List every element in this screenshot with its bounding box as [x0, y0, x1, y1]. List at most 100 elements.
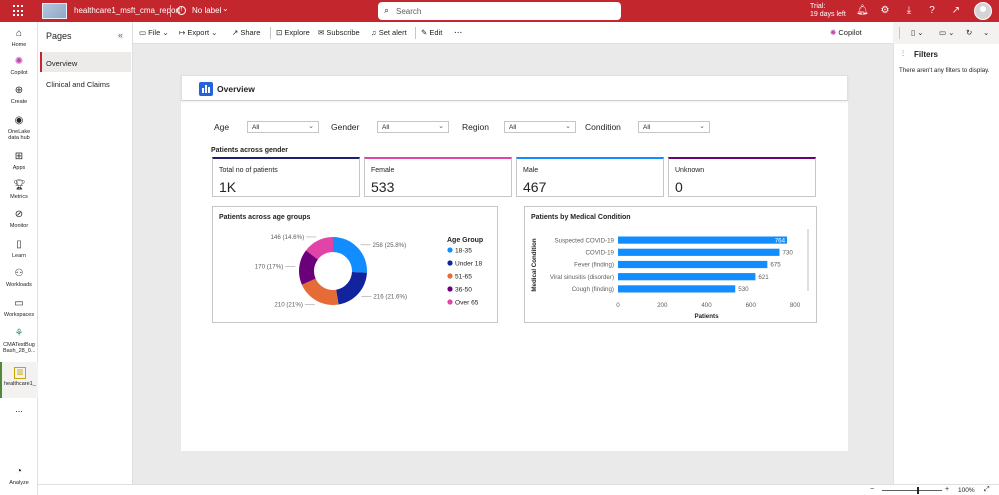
donut-slice-18-35[interactable] [333, 237, 367, 273]
bar[interactable] [618, 248, 780, 256]
scrollbar[interactable] [807, 229, 809, 291]
copilot-icon: ✺ [14, 56, 24, 67]
page-tab-overview[interactable]: Overview [40, 52, 131, 72]
bar[interactable] [618, 260, 768, 269]
metrics-icon: 🏆︎ [13, 180, 26, 191]
rail-analyze[interactable]: ◔ Analyze [0, 466, 38, 486]
rail-create[interactable]: ⊕ Create [0, 85, 38, 105]
command-bar: ▭ File ⌄ ↦ Export ⌄ ↗ Share ⊡ Explore ✉ … [133, 22, 989, 44]
chevron-down-icon: ⌄ [565, 123, 571, 130]
condition-dropdown[interactable]: All ⌄ [638, 121, 710, 133]
rail-onelake[interactable]: ◉ OneLake data hub [0, 115, 38, 141]
filter-icon[interactable]: ⫶ [902, 49, 904, 58]
explore-button[interactable]: ⊡ Explore [276, 28, 310, 37]
bar[interactable] [618, 285, 736, 293]
overview-header: Overview [181, 75, 848, 101]
gender-dropdown[interactable]: All ⌄ [377, 121, 449, 133]
chevron-down-icon: ⌄ [438, 123, 444, 130]
rail-more[interactable]: ... [15, 404, 23, 414]
donut-slice-under-18[interactable] [336, 271, 367, 305]
refresh-icon[interactable]: ↻ [966, 28, 973, 37]
rail-workspaces[interactable]: ▭ Workspaces [0, 298, 38, 318]
zoom-out-button[interactable]: − [870, 486, 875, 493]
donut-slice-over-65[interactable] [306, 237, 333, 260]
report-name[interactable]: healthcare1_msft_cma_report [74, 6, 181, 15]
zoom-in-button[interactable]: + [945, 486, 950, 493]
subscribe-button[interactable]: ✉ Subscribe [318, 28, 360, 37]
age-dropdown[interactable]: All ⌄ [247, 121, 319, 133]
region-dropdown[interactable]: All ⌄ [504, 121, 576, 133]
export-menu[interactable]: ↦ Export ⌄ [179, 28, 218, 37]
kpi-card-unknown[interactable]: Unknown 0 [668, 157, 816, 197]
share-feedback-icon[interactable]: ↗ [951, 5, 961, 16]
slicer-label-condition: Condition [585, 122, 621, 132]
donut-slice-36-50[interactable] [299, 250, 318, 285]
rail-home[interactable]: ⌂ Home [0, 28, 38, 48]
rail-apps[interactable]: ⊞ Apps [0, 151, 38, 171]
card-title: Unknown [675, 167, 705, 174]
donut-slice-51-65[interactable] [301, 278, 339, 305]
rail-report-current[interactable]: ▥ healthcare1_msft_cma_... [0, 362, 38, 398]
kpi-card-total[interactable]: Total no of patients 1K [212, 157, 360, 197]
fit-page-icon[interactable]: ⤢ [984, 486, 990, 493]
page-tab-clinical[interactable]: Clinical and Claims [46, 80, 110, 89]
download-icon[interactable]: ⤓ [906, 5, 912, 16]
card-value: 0 [675, 179, 683, 195]
rail-monitor[interactable]: ⊘ Monitor [0, 209, 38, 229]
rail-metrics[interactable]: 🏆︎ Metrics [0, 180, 38, 200]
rail-label: Create [10, 99, 28, 105]
slicer-label-gender: Gender [331, 122, 360, 132]
dropdown-value: All [252, 124, 260, 131]
rail-workspace-cma[interactable]: ⚘ CMATestBug Bash_28_0... [0, 328, 38, 354]
bar[interactable] [618, 236, 788, 244]
rail-copilot[interactable]: ✺ Copilot [0, 56, 38, 76]
bookmark-icon[interactable]: ▯ ⌄ [911, 28, 924, 37]
rail-learn[interactable]: ▯ Learn [0, 239, 38, 259]
legend-item[interactable]: 18-35 [455, 247, 472, 254]
trial-status[interactable]: Trial: 19 days left [810, 3, 846, 19]
edit-button[interactable]: ✎ Edit [421, 28, 443, 37]
zoom-slider[interactable] [882, 490, 942, 491]
set-alert-button[interactable]: ♫ Set alert [371, 28, 407, 37]
gear-icon[interactable]: ⚙ [880, 5, 890, 16]
bell-icon[interactable]: 🔔︎ [856, 5, 869, 16]
avatar[interactable] [974, 2, 992, 20]
zoom-slider-handle[interactable] [917, 487, 919, 494]
copilot-button[interactable]: ✺ Copilot [830, 28, 862, 37]
bar-value-label: 621 [758, 274, 769, 281]
category-label: Cough (finding) [572, 286, 614, 293]
chevron-down-icon[interactable]: ⌄ [983, 28, 990, 37]
bar[interactable] [618, 273, 756, 281]
legend-marker [447, 286, 453, 292]
legend-marker [447, 299, 453, 305]
age-group-chart[interactable]: Patients across age groups 258 (25.8%) 21… [212, 206, 498, 323]
rail-workloads[interactable]: ⚇ Workloads [0, 268, 38, 288]
dropdown-value: All [643, 124, 651, 131]
data-label: 216 (21.6%) [373, 293, 407, 300]
view-icon[interactable]: ▭ ⌄ [939, 28, 955, 37]
sensitivity-label[interactable]: No label [192, 6, 222, 15]
edit-label: Edit [429, 28, 443, 37]
legend-item[interactable]: 51-65 [455, 273, 472, 280]
bar-value-label: 764 [775, 237, 786, 244]
medical-condition-chart[interactable]: Patients by Medical Condition Medical Co… [524, 206, 817, 323]
chevron-down-icon[interactable]: ⌄ [222, 4, 229, 13]
kpi-card-female[interactable]: Female 533 [364, 157, 512, 197]
help-icon[interactable]: ? [929, 5, 935, 16]
dropdown-value: All [382, 124, 390, 131]
app-launcher-icon[interactable] [13, 5, 25, 17]
search-box[interactable]: ⌕ Search [378, 2, 621, 20]
onelake-icon: ◉ [14, 115, 24, 126]
rail-label: OneLake data hub [7, 129, 31, 141]
collapse-icon[interactable]: « [118, 30, 124, 40]
legend-item[interactable]: Over 65 [455, 299, 479, 306]
file-menu[interactable]: ▭ File ⌄ [139, 28, 169, 37]
trial-days: 19 days left [810, 11, 846, 18]
export-label: Export [187, 28, 210, 37]
legend-item[interactable]: 36-50 [455, 286, 472, 293]
share-button[interactable]: ↗ Share [232, 28, 261, 37]
kpi-card-male[interactable]: Male 467 [516, 157, 664, 197]
legend-item[interactable]: Under 18 [455, 260, 482, 267]
apps-icon: ⊞ [14, 151, 24, 162]
more-options-button[interactable]: ... [454, 25, 463, 36]
